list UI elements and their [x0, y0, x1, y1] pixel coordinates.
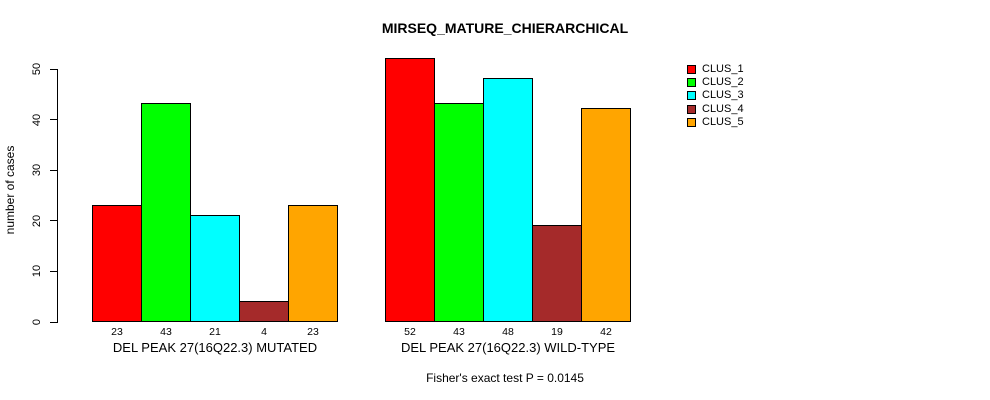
- bar-value-label: 42: [600, 326, 612, 338]
- bar-value-label: 21: [209, 326, 221, 338]
- caption: Fisher's exact test P = 0.0145: [426, 371, 584, 385]
- y-tick-label: 20: [31, 214, 43, 227]
- legend-swatch: [687, 78, 696, 88]
- x-group-label: DEL PEAK 27(16Q22.3) WILD-TYPE: [400, 340, 616, 355]
- y-axis-line: [57, 69, 58, 323]
- chart-title: MIRSEQ_MATURE_CHIERARCHICAL: [381, 20, 629, 36]
- bar-clus_4: [532, 225, 582, 322]
- y-tick-mark: [50, 68, 58, 70]
- bar-value-label: 19: [551, 326, 563, 338]
- y-tick-mark: [50, 169, 58, 171]
- y-tick-label: 30: [31, 164, 43, 177]
- bar-value-label: 43: [160, 326, 172, 338]
- bar-clus_4: [239, 301, 289, 322]
- bar-value-label: 52: [404, 326, 416, 338]
- legend-item: CLUS_3: [687, 89, 744, 102]
- y-tick-mark: [50, 220, 58, 222]
- y-tick-mark: [50, 119, 58, 121]
- legend-label: CLUS_1: [702, 63, 744, 76]
- legend-swatch: [687, 91, 696, 101]
- legend-swatch: [687, 104, 696, 114]
- legend-label: CLUS_5: [702, 115, 744, 128]
- legend-label: CLUS_2: [702, 76, 744, 89]
- bar-clus_3: [190, 215, 240, 322]
- y-tick-label: 0: [31, 318, 43, 326]
- legend-swatch: [687, 117, 696, 127]
- y-tick-label: 40: [31, 113, 43, 126]
- bar-clus_1: [92, 205, 142, 322]
- bar-clus_3: [483, 78, 533, 322]
- legend-item: CLUS_5: [687, 116, 744, 129]
- y-axis-label: number of cases: [3, 145, 17, 235]
- bar-value-label: 23: [111, 326, 123, 338]
- legend-label: CLUS_3: [702, 89, 744, 102]
- y-tick-label: 10: [31, 265, 43, 278]
- y-tick-mark: [50, 270, 58, 272]
- legend-label: CLUS_4: [702, 102, 744, 115]
- legend-item: CLUS_1: [687, 63, 744, 76]
- y-tick-label: 50: [31, 62, 43, 76]
- bar-clus_2: [141, 103, 191, 322]
- y-tick-mark: [50, 321, 58, 323]
- bar-clus_2: [434, 103, 484, 322]
- bar-value-label: 48: [502, 326, 514, 338]
- bar-clus_5: [581, 108, 631, 322]
- legend-item: CLUS_2: [687, 76, 744, 89]
- bar-clus_1: [385, 58, 435, 322]
- x-group-label: DEL PEAK 27(16Q22.3) MUTATED: [112, 340, 318, 355]
- bar-value-label: 4: [261, 326, 267, 338]
- legend-swatch: [687, 65, 696, 75]
- legend: CLUS_1 CLUS_2 CLUS_3 CLUS_4 CLUS_5: [687, 63, 744, 129]
- legend-item: CLUS_4: [687, 103, 744, 116]
- bar-value-label: 43: [453, 326, 465, 338]
- bar-clus_5: [288, 205, 338, 322]
- bar-value-label: 23: [307, 326, 319, 338]
